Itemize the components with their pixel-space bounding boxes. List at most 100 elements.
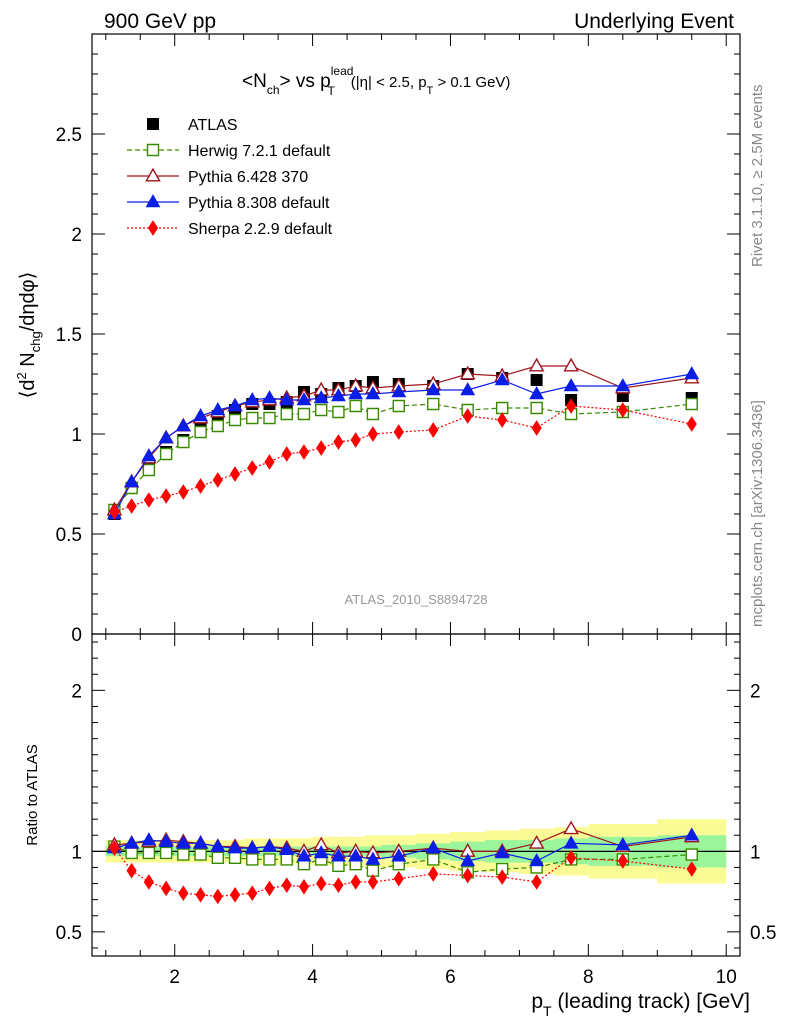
ratio-data-point <box>124 835 140 849</box>
ratio-data-point <box>264 880 275 897</box>
ratio-data-point <box>316 875 327 892</box>
data-point <box>175 418 191 432</box>
y-tick-label: 1 <box>71 425 82 446</box>
ratio-data-point <box>296 848 312 862</box>
data-point <box>263 411 276 425</box>
ratio-data-point <box>177 848 190 861</box>
data-point <box>158 430 174 444</box>
ratio-data-point <box>142 846 156 860</box>
ratio-data-point <box>194 848 207 861</box>
y-tick-label: 0.5 <box>56 525 82 546</box>
plot-frame <box>91 633 741 957</box>
ratio-data-point <box>262 838 277 852</box>
ratio-data-point <box>247 885 258 902</box>
legend: ATLAS Herwig 7.2.1 default Pythia 6.428 37… <box>127 117 333 238</box>
data-point <box>229 466 241 482</box>
ratio-data-point <box>212 888 223 905</box>
ratio-series-line <box>113 847 692 898</box>
data-point <box>495 401 509 415</box>
data-point <box>366 407 380 421</box>
data-point <box>392 399 405 413</box>
ratio-data-point <box>279 841 295 856</box>
legend-label: ATLAS <box>188 117 238 134</box>
ratio-series-pythia-8-308-default <box>106 827 700 867</box>
data-point <box>427 397 440 411</box>
data-point <box>393 424 404 440</box>
watermark: ATLAS_2010_S8894728 <box>345 592 488 607</box>
data-point <box>348 386 364 400</box>
series-sherpa-2-2-9-default <box>109 398 697 520</box>
data-point <box>141 448 157 462</box>
ratio-data-point <box>141 832 157 846</box>
data-point <box>194 425 207 439</box>
ratio-data-point <box>686 861 697 877</box>
ratio-data-point <box>391 848 407 862</box>
ratio-data-point <box>348 848 364 862</box>
y-tick-label: 0 <box>71 625 82 646</box>
data-point <box>177 435 190 449</box>
data-point <box>296 392 312 406</box>
data-point <box>262 390 277 404</box>
data-point <box>126 498 137 514</box>
data-point <box>161 488 172 504</box>
ratio-data-point <box>566 849 577 866</box>
data-point <box>124 474 140 488</box>
ratio-data-point <box>143 874 154 890</box>
data-point <box>227 398 243 412</box>
ratio-y-axis-label: Ratio to ATLAS <box>24 744 41 845</box>
data-point <box>313 390 329 404</box>
y-tick-label: 1.5 <box>56 325 82 346</box>
data-point <box>350 432 361 448</box>
data-point <box>297 407 311 421</box>
legend-marker <box>145 167 161 182</box>
data-point <box>686 416 697 432</box>
ratio-data-point <box>178 885 189 902</box>
ratio-data-point <box>229 887 241 903</box>
series-pythia-8-308-default <box>106 366 700 520</box>
ratio-data-point <box>497 869 508 885</box>
data-point <box>425 382 441 396</box>
ratio-data-point <box>330 848 346 862</box>
ratio-data-point <box>159 846 173 860</box>
data-point <box>531 420 542 436</box>
data-point <box>459 365 476 380</box>
data-point <box>365 386 381 400</box>
ratio-data-point <box>528 834 545 849</box>
data-point <box>264 454 275 470</box>
ratio-data-point <box>425 840 441 854</box>
legend-marker <box>147 220 159 236</box>
mcplots-label: mcplots.cern.ch [arXiv:1306.3436] <box>749 400 766 627</box>
data-point <box>460 382 476 396</box>
ratio-data-point <box>280 853 293 866</box>
ratio-data-point <box>685 848 698 861</box>
ratio-data-point <box>393 870 404 887</box>
ratio-data-point <box>365 851 381 865</box>
data-point <box>563 378 579 392</box>
data-point <box>315 403 328 417</box>
y-tick-label-right: 1 <box>750 842 761 863</box>
ratio-data-point <box>366 864 380 877</box>
y-tick-label: 2.5 <box>56 125 82 146</box>
ratio-data-point <box>281 877 292 893</box>
data-point <box>246 411 259 425</box>
legend-label: Pythia 8.308 default <box>188 195 330 212</box>
ratio-data-point <box>158 833 174 847</box>
data-point <box>494 372 510 386</box>
ratio-data-point <box>462 867 473 884</box>
data-point <box>279 392 295 406</box>
ratio-data-point <box>684 827 700 841</box>
y-axis-label: ⟨d2 Nchg/dηdφ⟩ <box>14 272 43 399</box>
data-point <box>212 472 223 488</box>
ratio-data-point <box>495 862 509 876</box>
ratio-data-point <box>228 851 242 864</box>
ratio-data-point <box>428 866 439 882</box>
y-tick-label-right: 2 <box>750 681 761 702</box>
data-point <box>685 397 698 411</box>
ratio-data-point <box>109 840 120 856</box>
header-left-label: 900 GeV pp <box>104 10 216 33</box>
ratio-data-point <box>227 840 243 854</box>
data-point <box>497 412 508 428</box>
data-point <box>367 426 379 442</box>
rivet-version-label: Rivet 3.1.10, ≥ 2.5M events <box>749 85 766 268</box>
